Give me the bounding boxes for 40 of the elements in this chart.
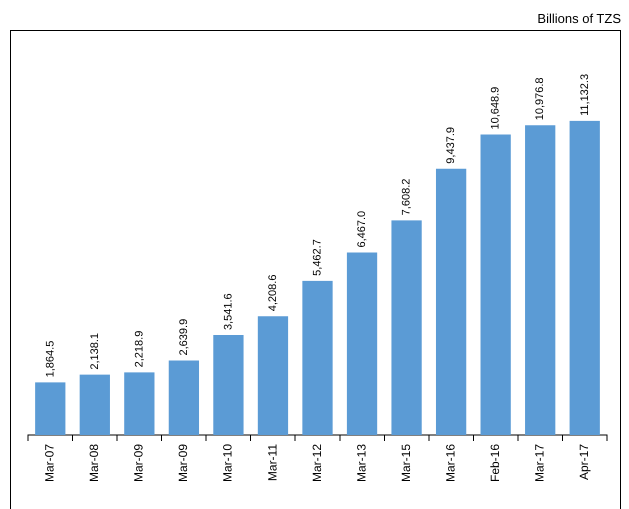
x-tick-label: Feb-16 <box>488 444 502 482</box>
x-tick-label: Mar-13 <box>354 444 368 482</box>
bar <box>168 360 200 435</box>
bar <box>124 372 154 435</box>
x-tick-label: Mar-09 <box>176 444 190 482</box>
data-label: 11,132.3 <box>578 74 591 116</box>
data-label: 2,138.1 <box>88 332 101 370</box>
x-tick-label: Mar-15 <box>398 444 413 482</box>
bar <box>480 134 511 435</box>
bar <box>213 335 244 435</box>
bar <box>302 280 333 435</box>
x-tick-label: Mar-12 <box>310 444 324 482</box>
x-tick-label: Mar-10 <box>220 444 235 482</box>
bar <box>525 125 556 435</box>
x-tick-label: Mar-17 <box>532 444 547 482</box>
bar <box>436 168 466 435</box>
data-label: 9,437.9 <box>445 127 458 164</box>
data-label: 5,462.7 <box>312 239 324 276</box>
bar <box>346 252 378 435</box>
text: Billions of TZS <box>537 11 621 26</box>
bar <box>35 382 66 435</box>
x-tick-label: Mar-11 <box>265 444 280 482</box>
data-label: 2,639.9 <box>178 318 190 356</box>
bar <box>391 220 422 435</box>
x-tick-label: Mar-08 <box>87 444 102 482</box>
bar <box>80 374 110 435</box>
data-label: 10,976.8 <box>534 77 546 120</box>
data-label: 2,218.9 <box>133 330 146 368</box>
x-tick-label: Apr-17 <box>577 444 592 480</box>
bar <box>258 316 288 435</box>
x-tick-label: Mar-07 <box>42 444 57 482</box>
data-label: 7,608.2 <box>400 178 413 216</box>
data-label: 4,208.6 <box>266 274 279 312</box>
data-label: 6,467.0 <box>356 210 368 248</box>
x-tick-label: Mar-09 <box>132 444 146 482</box>
data-label: 10,648.9 <box>490 86 502 130</box>
data-label: 1,864.5 <box>44 340 56 378</box>
x-tick-label: Mar-16 <box>443 444 458 482</box>
data-label: 3,541.6 <box>222 293 234 330</box>
bar <box>570 120 600 435</box>
